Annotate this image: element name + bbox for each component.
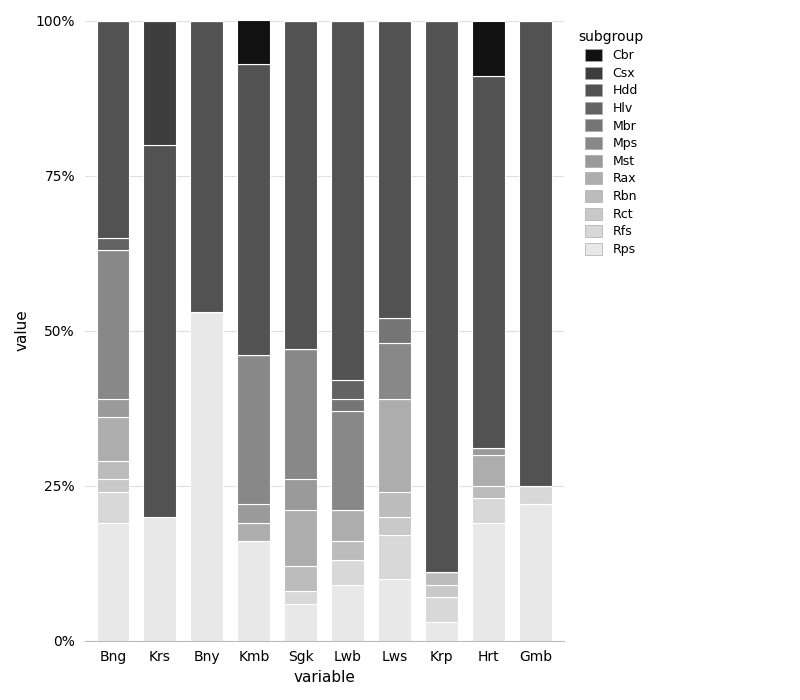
Bar	[378, 20, 411, 318]
Bar	[238, 356, 270, 504]
Bar	[331, 585, 364, 640]
Bar	[284, 603, 318, 640]
Bar	[143, 20, 176, 144]
Bar	[426, 585, 458, 597]
Bar	[284, 20, 318, 349]
Bar	[519, 20, 552, 486]
Bar	[331, 560, 364, 585]
Bar	[472, 523, 505, 640]
Bar	[378, 343, 411, 399]
Bar	[238, 542, 270, 641]
Bar	[97, 237, 130, 250]
Bar	[378, 579, 411, 640]
Bar	[143, 517, 176, 640]
Bar	[238, 20, 270, 64]
Bar	[426, 573, 458, 585]
Bar	[331, 20, 364, 380]
Bar	[284, 510, 318, 566]
Bar	[378, 399, 411, 492]
Bar	[97, 399, 130, 417]
Bar	[97, 250, 130, 399]
Legend: Cbr, Csx, Hdd, Hlv, Mbr, Mps, Mst, Rax, Rbn, Rct, Rfs, Rps: Cbr, Csx, Hdd, Hlv, Mbr, Mps, Mst, Rax, …	[575, 27, 647, 260]
Bar	[378, 536, 411, 579]
Bar	[426, 597, 458, 622]
Bar	[284, 480, 318, 510]
Bar	[238, 523, 270, 542]
Bar	[331, 510, 364, 542]
Bar	[519, 504, 552, 640]
Bar	[97, 480, 130, 492]
Bar	[378, 492, 411, 517]
Bar	[143, 144, 176, 517]
Bar	[97, 417, 130, 461]
Bar	[238, 504, 270, 523]
Y-axis label: value: value	[15, 309, 30, 351]
Bar	[331, 542, 364, 560]
X-axis label: variable: variable	[294, 670, 355, 685]
Bar	[97, 20, 130, 237]
Bar	[472, 76, 505, 449]
Bar	[472, 486, 505, 498]
Bar	[472, 455, 505, 486]
Bar	[472, 20, 505, 76]
Bar	[284, 566, 318, 591]
Bar	[378, 318, 411, 343]
Bar	[284, 591, 318, 603]
Bar	[331, 380, 364, 399]
Bar	[378, 517, 411, 536]
Bar	[472, 498, 505, 523]
Bar	[97, 523, 130, 640]
Bar	[472, 449, 505, 455]
Bar	[190, 312, 223, 640]
Bar	[97, 461, 130, 480]
Bar	[331, 411, 364, 510]
Bar	[519, 486, 552, 504]
Bar	[426, 20, 458, 573]
Bar	[331, 399, 364, 411]
Bar	[284, 349, 318, 480]
Bar	[190, 20, 223, 312]
Bar	[238, 64, 270, 356]
Bar	[426, 622, 458, 640]
Bar	[97, 492, 130, 523]
